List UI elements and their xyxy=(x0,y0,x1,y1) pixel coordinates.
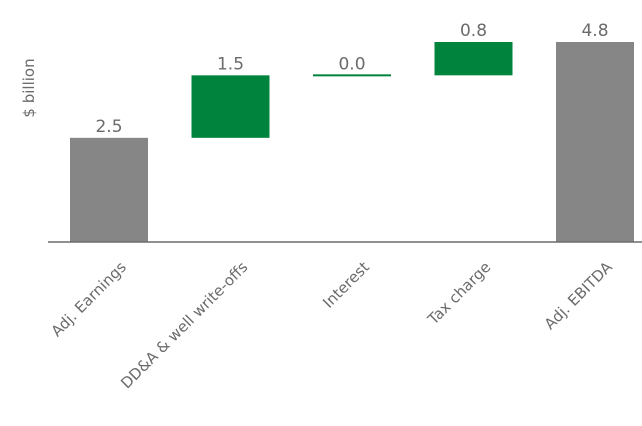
value-label: 0.8 xyxy=(460,21,487,41)
value-label: 1.5 xyxy=(217,54,244,74)
x-tick-label: Tax charge xyxy=(424,258,495,329)
y-axis-title: $ billion xyxy=(20,58,38,117)
x-tick-label: Adj. Earnings xyxy=(48,258,130,340)
x-tick-label: Interest xyxy=(319,258,373,312)
bar-adj-ebitda xyxy=(556,42,634,242)
value-label: 2.5 xyxy=(95,117,122,137)
bar-tax-charge xyxy=(434,42,513,76)
bar-adj-earnings xyxy=(70,137,148,242)
value-label: 0.0 xyxy=(338,54,365,74)
bar-interest xyxy=(313,74,391,77)
bars-group xyxy=(70,42,634,242)
x-tick-label: Adj. EBITDA xyxy=(541,258,617,334)
value-label: 4.8 xyxy=(581,21,608,41)
value-labels-group: 2.5 1.5 0.0 0.8 4.8 xyxy=(95,21,608,137)
bar-dd-a-well-write-offs xyxy=(191,75,270,138)
x-tick-label: DD&A & well write-offs xyxy=(117,258,251,392)
